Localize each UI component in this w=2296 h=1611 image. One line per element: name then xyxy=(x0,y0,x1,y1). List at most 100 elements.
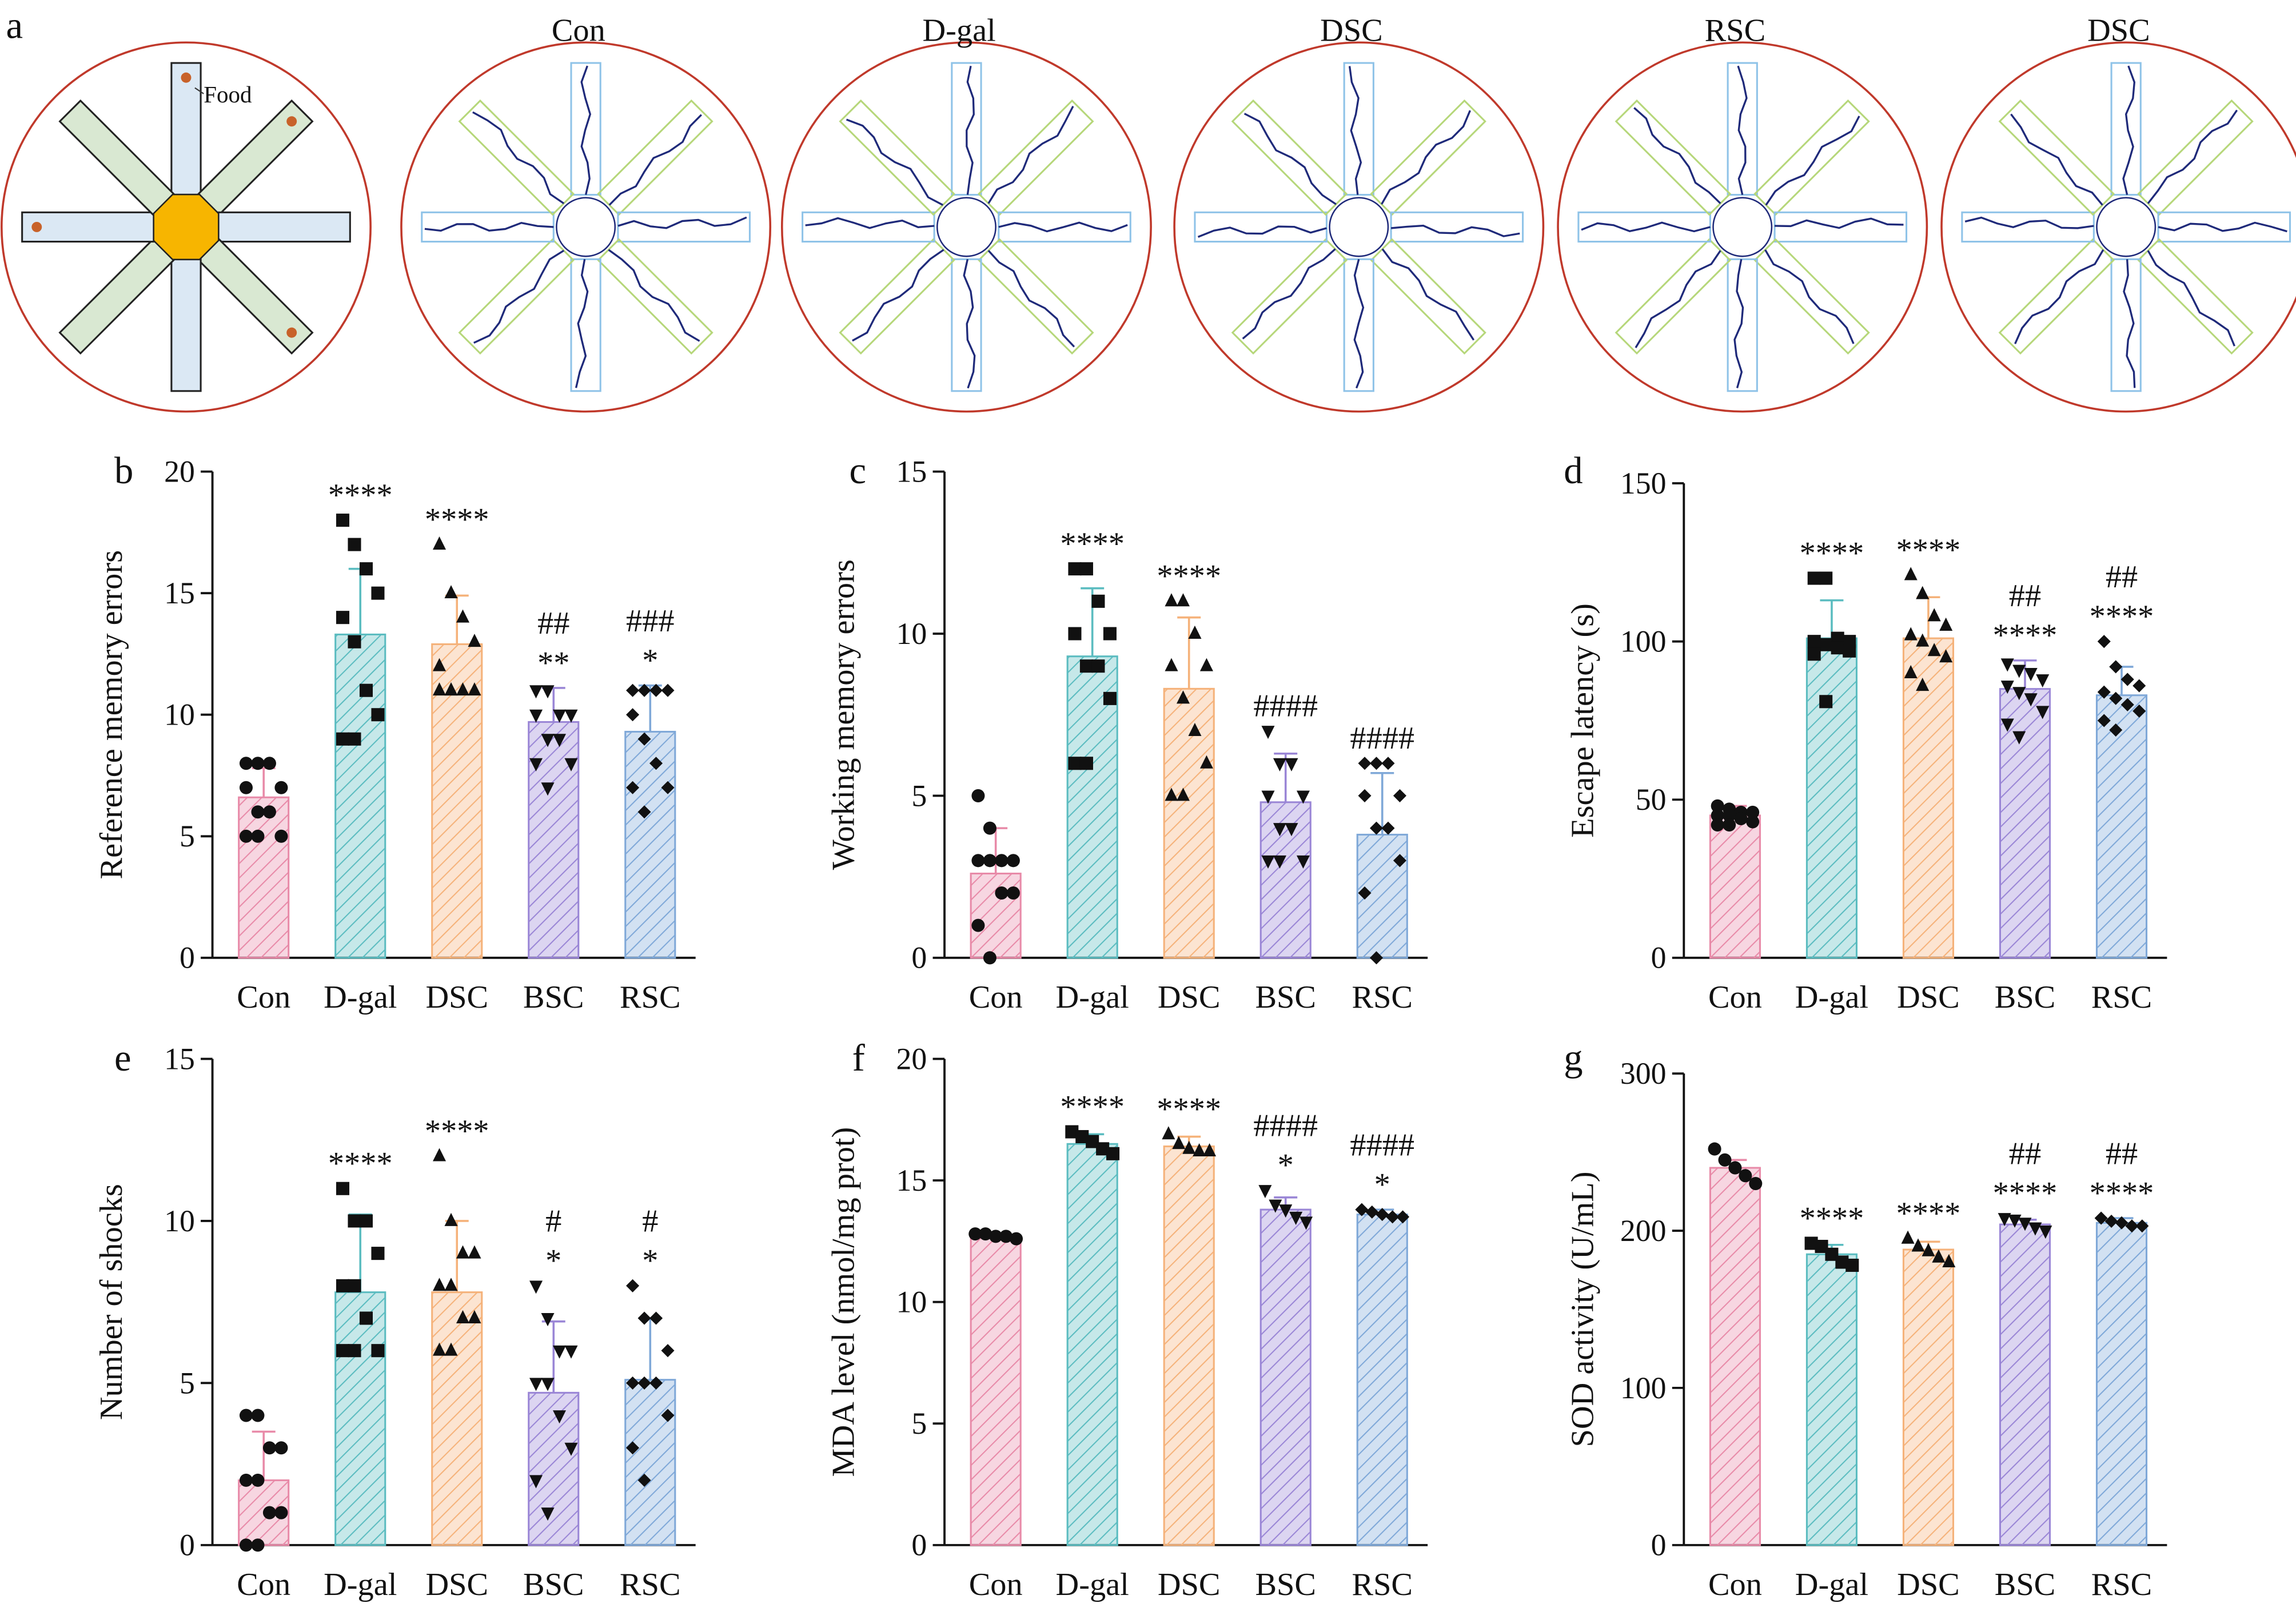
maze-center xyxy=(2096,197,2157,257)
bar xyxy=(431,1291,483,1546)
data-point xyxy=(1091,659,1105,673)
data-point xyxy=(1176,690,1190,704)
data-point xyxy=(968,1227,982,1241)
data-point xyxy=(1273,758,1287,771)
data-point xyxy=(989,1230,1003,1243)
maze-title: DSC xyxy=(2087,13,2150,49)
significance: ## xyxy=(537,606,569,641)
data-point xyxy=(1285,823,1298,837)
y-tick-label: 10 xyxy=(896,616,927,651)
data-point xyxy=(2000,658,2014,672)
track xyxy=(2158,221,2287,233)
bar xyxy=(238,796,290,959)
significance: ## xyxy=(2106,559,2138,595)
bar xyxy=(1066,1143,1118,1546)
data-point xyxy=(564,1442,578,1456)
maze-arm xyxy=(1753,99,1870,216)
maze: DSC xyxy=(1940,13,2296,413)
data-point xyxy=(432,1148,447,1161)
bar xyxy=(970,1235,1022,1546)
track xyxy=(1733,258,1744,388)
bar-chart: c Working memory errors 0 5 10 15 Con D-gal ****… xyxy=(826,450,1428,1015)
data-point xyxy=(1358,789,1372,802)
track xyxy=(1775,217,1904,229)
bar xyxy=(1066,655,1118,959)
data-point xyxy=(444,1342,458,1356)
x-tick-label: DSC xyxy=(1897,1567,1960,1602)
y-tick-label: 150 xyxy=(1620,466,1667,500)
bar xyxy=(1902,1248,1955,1546)
data-point xyxy=(1289,1211,1303,1225)
significance: # xyxy=(642,1204,658,1239)
maze: RSC xyxy=(1557,13,1928,413)
track xyxy=(1243,113,1337,205)
data-point xyxy=(359,562,373,576)
data-point xyxy=(2012,687,2026,701)
data-point xyxy=(468,682,481,696)
maze-arm xyxy=(802,211,935,243)
data-point xyxy=(2036,706,2050,719)
maze-arm xyxy=(951,62,982,196)
maze-arm xyxy=(58,99,175,216)
maze-arm xyxy=(458,99,575,216)
significance: **** xyxy=(1896,532,1961,568)
data-point xyxy=(444,682,458,696)
data-point xyxy=(1096,1142,1110,1156)
data-point xyxy=(1199,755,1213,769)
track xyxy=(2147,250,2235,347)
bar xyxy=(1709,814,1761,959)
data-point xyxy=(1998,1213,2011,1227)
data-point xyxy=(971,854,985,868)
data-point xyxy=(1916,586,1930,599)
food-leader xyxy=(194,87,204,94)
data-point xyxy=(2109,691,2123,705)
panel-letter: d xyxy=(1564,450,1583,492)
data-point xyxy=(637,805,651,819)
data-point xyxy=(2109,660,2123,674)
data-point xyxy=(1927,608,1941,622)
bar xyxy=(334,1291,386,1546)
data-point xyxy=(649,1376,663,1390)
food-label: Food xyxy=(204,81,252,108)
maze-arm xyxy=(1343,62,1374,196)
data-point xyxy=(2018,1218,2032,1231)
y-axis-label: SOD activity (U/mL) xyxy=(1565,1172,1601,1447)
bar xyxy=(970,872,1022,959)
maze-center xyxy=(153,193,220,261)
data-point xyxy=(251,829,265,843)
data-point xyxy=(251,805,265,819)
data-point xyxy=(2109,723,2123,737)
maze-arm xyxy=(617,211,751,243)
data-point xyxy=(1285,758,1298,771)
data-point xyxy=(1065,1125,1079,1139)
data-point xyxy=(371,708,385,722)
data-point xyxy=(274,1441,288,1455)
x-tick-label: BSC xyxy=(1255,980,1316,1015)
data-point xyxy=(1269,1199,1282,1213)
y-tick-label: 0 xyxy=(180,1528,195,1562)
data-point xyxy=(1079,562,1093,576)
maze: D-gal xyxy=(780,13,1152,413)
x-tick-label: BSC xyxy=(1995,1567,2055,1602)
data-point xyxy=(262,805,276,819)
significance: **** xyxy=(328,478,393,513)
maze-arm xyxy=(951,258,982,392)
maze: Con xyxy=(400,13,772,413)
y-tick-label: 50 xyxy=(1636,782,1667,817)
data-point xyxy=(1369,821,1384,835)
maze-arm xyxy=(1961,211,2095,243)
data-point xyxy=(2000,718,2014,732)
x-tick-label: D-gal xyxy=(324,1567,397,1602)
data-point xyxy=(1203,1143,1217,1157)
data-point xyxy=(1749,1177,1763,1191)
track xyxy=(472,111,565,205)
data-point xyxy=(1279,1204,1293,1218)
y-axis-label: Number of shocks xyxy=(94,1184,129,1420)
y-tick-label: 10 xyxy=(164,698,195,732)
data-point xyxy=(1176,787,1190,801)
data-point xyxy=(1381,757,1395,770)
data-point xyxy=(564,1345,578,1359)
data-point xyxy=(1358,757,1372,770)
y-tick-label: 0 xyxy=(1651,1528,1667,1562)
